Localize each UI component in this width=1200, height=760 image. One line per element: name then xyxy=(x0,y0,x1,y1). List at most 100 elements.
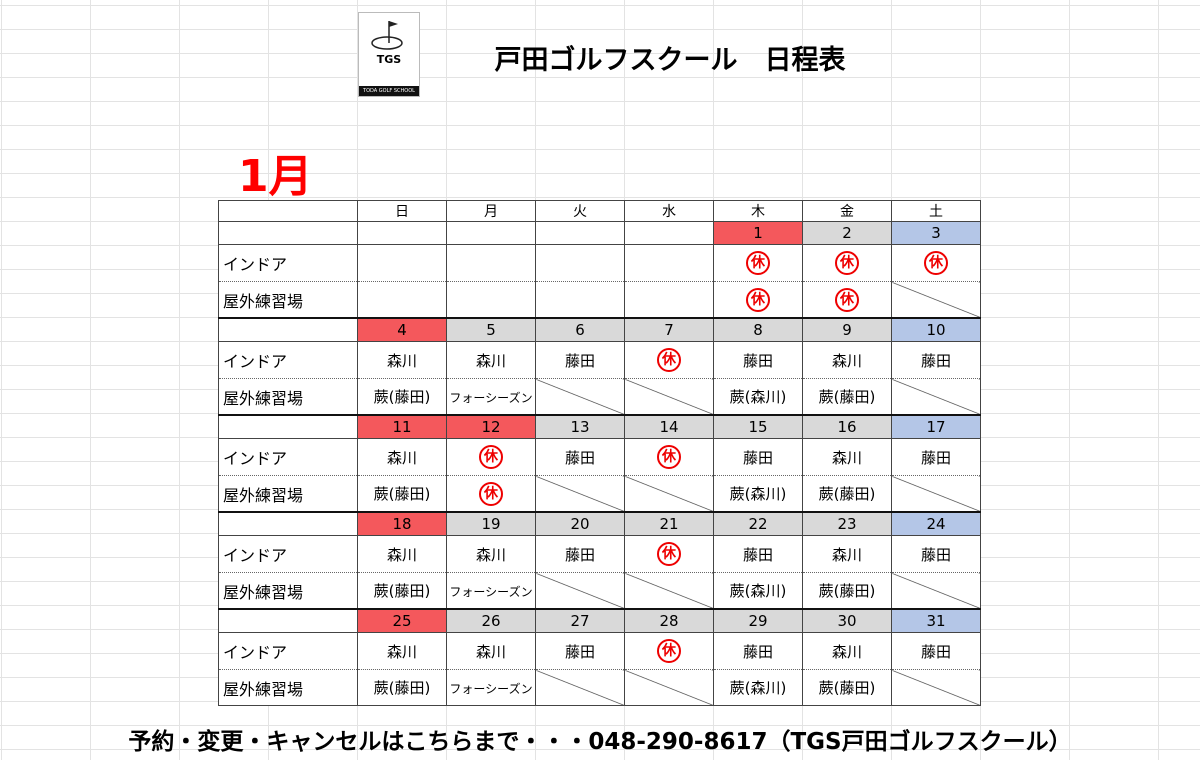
schedule-cell: 森川 xyxy=(446,632,536,670)
schedule-cell: 藤田 xyxy=(535,535,625,573)
staff-name: 藤田 xyxy=(742,448,773,467)
date-cell: 24 xyxy=(891,511,981,536)
schedule-cell: 蕨(藤田) xyxy=(802,669,892,706)
schedule-cell: 蕨(藤田) xyxy=(802,378,892,416)
date-cell xyxy=(624,221,714,245)
month: 1月 xyxy=(238,151,313,202)
logo: TGS TODA GOLF SCHOOL xyxy=(358,12,420,97)
closed-mark: 休 xyxy=(479,481,503,506)
date-cell: 10 xyxy=(891,317,981,342)
slash-cell xyxy=(624,669,714,706)
schedule-cell: 蕨(森川) xyxy=(713,475,803,513)
staff-name: 森川 xyxy=(386,448,417,467)
row-label: 屋外練習場 xyxy=(218,572,358,610)
slash-cell xyxy=(535,572,625,610)
indoor-row: インドア 森川 森川 藤田 休 藤田 森川 藤田 xyxy=(218,535,981,573)
staff-name: 藤田 xyxy=(742,351,773,370)
schedule-cell: 藤田 xyxy=(891,341,981,379)
empty-cell xyxy=(357,281,447,319)
schedule-cell: 休 xyxy=(802,281,892,319)
schedule-cell: 森川 xyxy=(446,341,536,379)
weekday: 木 xyxy=(713,200,803,222)
schedule-cell: 藤田 xyxy=(535,341,625,379)
label-cell xyxy=(218,511,358,536)
staff-name: 森川 xyxy=(386,351,417,370)
schedule-cell: 蕨(藤田) xyxy=(357,475,447,513)
closed-mark: 休 xyxy=(657,445,681,469)
date-cell: 6 xyxy=(535,317,625,342)
staff-name: 蕨(藤田) xyxy=(818,582,876,600)
closed-mark: 休 xyxy=(657,639,681,663)
schedule-cell: 藤田 xyxy=(891,535,981,573)
schedule-cell: 蕨(森川) xyxy=(713,572,803,610)
schedule-cell: 森川 xyxy=(446,535,536,573)
slash-cell xyxy=(891,572,981,610)
outdoor-row: 屋外練習場 蕨(藤田) フォーシーズン 蕨(森川) 蕨(藤田) xyxy=(218,572,981,610)
label-cell xyxy=(218,221,358,245)
slash-cell xyxy=(624,572,714,610)
schedule-cell: 藤田 xyxy=(535,438,625,476)
label-cell xyxy=(218,608,358,633)
weekday: 日 xyxy=(357,200,447,222)
schedule-cell: 休 xyxy=(624,632,714,670)
staff-name: 森川 xyxy=(831,642,862,661)
staff-name: 藤田 xyxy=(920,448,951,467)
logo-subtext: TODA GOLF SCHOOL xyxy=(359,86,419,96)
schedule-cell: 蕨(森川) xyxy=(713,669,803,706)
schedule-cell: 藤田 xyxy=(713,632,803,670)
date-cell: 13 xyxy=(535,414,625,439)
slash-cell xyxy=(624,378,714,416)
schedule-cell: 藤田 xyxy=(713,341,803,379)
title: 戸田ゴルフスクール 日程表 xyxy=(494,45,846,76)
date-cell: 22 xyxy=(713,511,803,536)
schedule-cell: フォーシーズン xyxy=(446,572,536,610)
schedule-cell: 蕨(藤田) xyxy=(357,378,447,416)
closed-mark: 休 xyxy=(746,287,770,312)
staff-name: 森川 xyxy=(831,351,862,370)
slash-cell xyxy=(535,475,625,513)
staff-name: 蕨(藤田) xyxy=(818,679,876,697)
closed-mark: 休 xyxy=(835,287,859,312)
outdoor-row: 屋外練習場 休 休 xyxy=(218,281,981,319)
staff-name: 藤田 xyxy=(742,545,773,564)
empty-cell xyxy=(446,244,536,282)
staff-name: 森川 xyxy=(475,545,506,564)
outdoor-row: 屋外練習場 蕨(藤田) 休蕨(森川) 蕨(藤田) xyxy=(218,475,981,513)
indoor-row: インドア 森川 森川 藤田 休 藤田 森川 藤田 xyxy=(218,341,981,379)
date-cell: 21 xyxy=(624,511,714,536)
date-cell: 30 xyxy=(802,608,892,633)
slash-cell xyxy=(891,669,981,706)
date-cell: 20 xyxy=(535,511,625,536)
weekday: 月 xyxy=(446,200,536,222)
logo-icon xyxy=(371,21,403,50)
staff-name: 森川 xyxy=(475,351,506,370)
closed-mark: 休 xyxy=(835,251,859,275)
schedule-cell: 蕨(藤田) xyxy=(802,572,892,610)
date-cell: 2 xyxy=(802,221,892,245)
date-cell: 15 xyxy=(713,414,803,439)
schedule-cell: 休 xyxy=(713,281,803,319)
date-cell: 7 xyxy=(624,317,714,342)
schedule-cell: 藤田 xyxy=(713,438,803,476)
empty-cell xyxy=(357,244,447,282)
date-row: 4 5 6 7 8 9 10 xyxy=(218,317,981,342)
staff-name: 蕨(藤田) xyxy=(818,485,876,503)
date-cell: 18 xyxy=(357,511,447,536)
slash-cell xyxy=(535,378,625,416)
date-cell xyxy=(535,221,625,245)
weekday: 土 xyxy=(891,200,981,222)
schedule-cell: 藤田 xyxy=(535,632,625,670)
outdoor-row: 屋外練習場 蕨(藤田) フォーシーズン 蕨(森川) 蕨(藤田) xyxy=(218,669,981,706)
staff-name: 蕨(森川) xyxy=(729,485,787,503)
staff-name: フォーシーズン xyxy=(449,584,533,599)
row-label: インドア xyxy=(218,632,358,670)
date-cell: 9 xyxy=(802,317,892,342)
schedule-cell: 森川 xyxy=(802,535,892,573)
staff-name: 蕨(森川) xyxy=(729,388,787,406)
staff-name: 森川 xyxy=(831,545,862,564)
staff-name: 蕨(森川) xyxy=(729,582,787,600)
date-cell xyxy=(446,221,536,245)
slash-cell xyxy=(624,475,714,513)
empty-cell xyxy=(535,244,625,282)
